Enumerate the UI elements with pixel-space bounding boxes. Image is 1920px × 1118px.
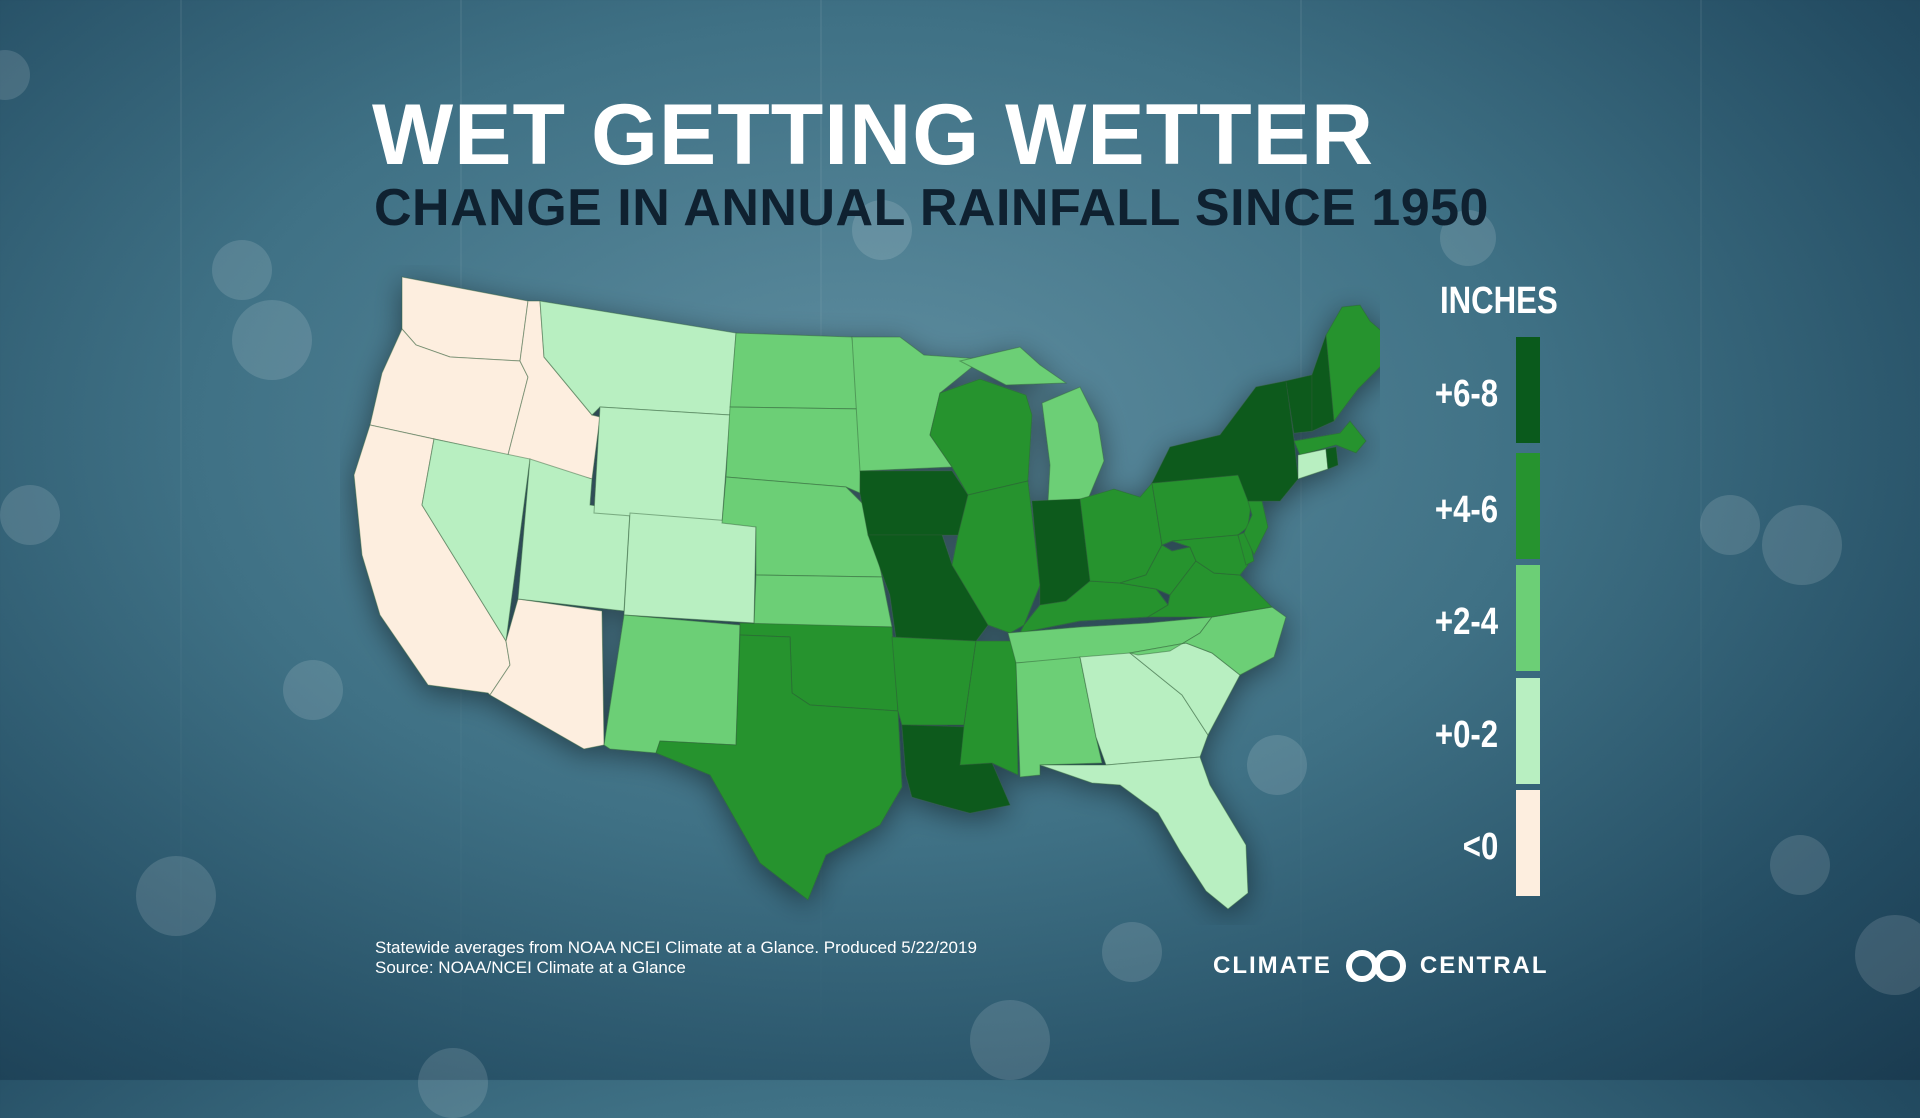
- legend-item: +6-8: [1430, 337, 1550, 443]
- legend-label: +6-8: [1434, 373, 1498, 415]
- state-CO: [623, 512, 757, 624]
- logo-text-right: CENTRAL: [1419, 952, 1549, 979]
- state-RI: [1325, 446, 1339, 470]
- rain-streak: [1700, 0, 1702, 1080]
- us-rainfall-map: [353, 276, 1380, 910]
- legend-label: +4-6: [1434, 489, 1498, 531]
- bokeh-circle: [852, 200, 912, 260]
- legend-label: +2-4: [1434, 601, 1498, 643]
- legend-item: <0: [1430, 790, 1550, 896]
- legend-swatch: [1516, 678, 1540, 784]
- climate-central-logo: CLIMATE CENTRAL: [1213, 946, 1549, 986]
- state-NY: [1151, 380, 1299, 502]
- bokeh-circle: [0, 50, 30, 100]
- state-MI: [958, 346, 1105, 502]
- footnote-source: Source: NOAA/NCEI Climate at a Glance: [375, 958, 686, 977]
- bokeh-circle: [0, 485, 60, 545]
- bokeh-circle: [283, 660, 343, 720]
- bokeh-circle: [1440, 210, 1496, 266]
- bokeh-circle: [1770, 835, 1830, 895]
- bokeh-circle: [1247, 735, 1307, 795]
- bokeh-circle: [1102, 922, 1162, 982]
- bokeh-circle: [1700, 495, 1760, 555]
- legend-title: INCHES: [1440, 280, 1558, 322]
- state-IA: [859, 470, 969, 536]
- subtitle: CHANGE IN ANNUAL RAINFALL SINCE 1950: [374, 179, 1489, 237]
- bokeh-circle: [232, 300, 312, 380]
- state-TX: [655, 634, 903, 901]
- bokeh-circle: [136, 856, 216, 936]
- legend-swatch: [1516, 790, 1540, 896]
- logo-mark-icon: [1340, 946, 1412, 986]
- state-IL: [951, 480, 1041, 634]
- state-SD: [725, 406, 863, 494]
- state-AR: [891, 636, 977, 726]
- state-MO: [867, 534, 989, 642]
- legend-item: +0-2: [1430, 678, 1550, 784]
- state-PA: [1151, 474, 1253, 546]
- bokeh-circle: [212, 240, 272, 300]
- state-KS: [753, 574, 893, 628]
- legend-swatch: [1516, 565, 1540, 671]
- bokeh-circle: [1855, 915, 1920, 995]
- bokeh-circle: [418, 1048, 488, 1118]
- state-WY: [593, 406, 731, 524]
- footnote-line-1: Statewide averages from NOAA NCEI Climat…: [375, 938, 977, 957]
- legend-swatch: [1516, 337, 1540, 443]
- bokeh-circle: [1762, 505, 1842, 585]
- legend-label: <0: [1462, 826, 1498, 868]
- legend-label: +0-2: [1434, 714, 1498, 756]
- rain-streak: [1300, 0, 1302, 1080]
- state-ND: [729, 332, 863, 410]
- rain-streak: [180, 0, 182, 1080]
- legend-item: +2-4: [1430, 565, 1550, 671]
- state-ME: [1325, 304, 1380, 423]
- logo-text-left: CLIMATE: [1213, 952, 1332, 979]
- state-FL: [1039, 756, 1249, 910]
- state-NM: [603, 614, 741, 754]
- bokeh-circle: [970, 1000, 1050, 1080]
- legend-swatch: [1516, 453, 1540, 559]
- legend-item: +4-6: [1430, 453, 1550, 559]
- state-AZ: [489, 598, 605, 750]
- state-NC: [1129, 606, 1287, 676]
- main-title: WET GETTING WETTER: [372, 87, 1375, 183]
